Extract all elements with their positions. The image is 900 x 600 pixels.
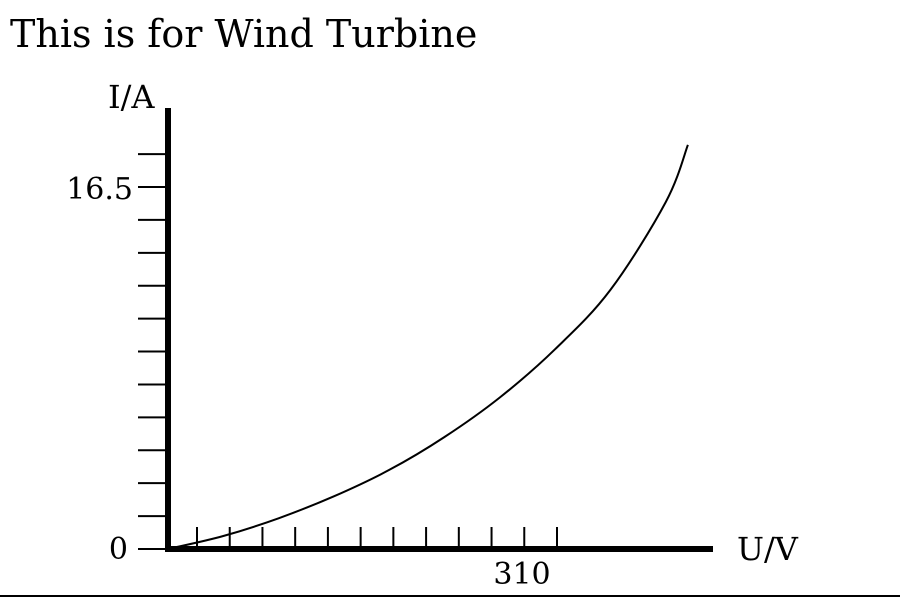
series-line xyxy=(167,144,689,550)
y-tick-label-0: 0 xyxy=(109,532,128,567)
bottom-rule xyxy=(0,595,900,597)
page-title: This is for Wind Turbine xyxy=(10,12,478,56)
x-minor-ticks xyxy=(196,527,558,549)
y-tick-label-16-5: 16.5 xyxy=(66,172,133,207)
y-axis-label: I/A xyxy=(108,78,155,116)
x-tick-label-310: 310 xyxy=(493,557,550,592)
y-minor-ticks xyxy=(138,153,168,518)
x-axis-label: U/V xyxy=(737,530,799,568)
